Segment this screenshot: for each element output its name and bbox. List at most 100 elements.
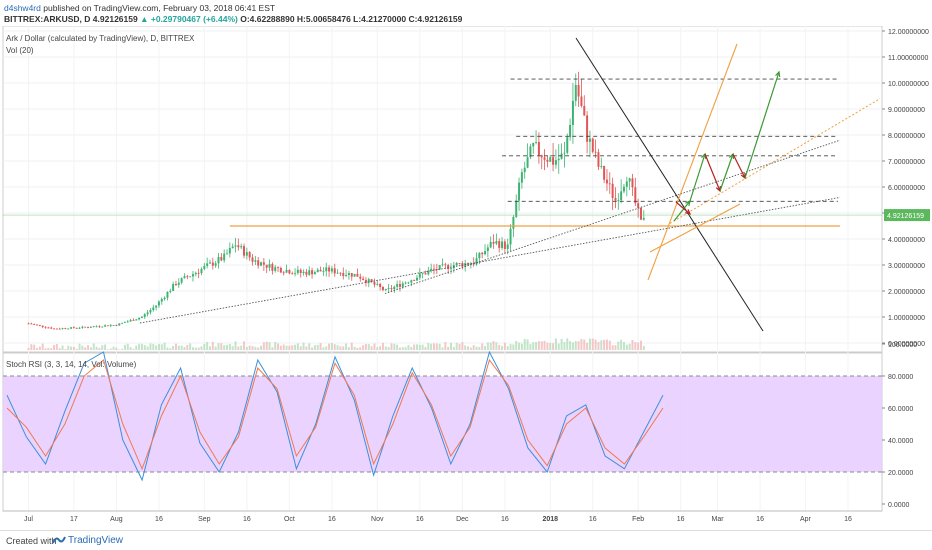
price-chart[interactable]: 12.00000000 11.00000000 10.00000000 9.00000…	[0, 26, 932, 530]
volume-bar	[376, 347, 379, 350]
volume-bar	[248, 345, 251, 350]
volume-bar	[583, 339, 586, 350]
volume-bar	[288, 345, 291, 350]
tradingview-link[interactable]: TradingView	[68, 535, 124, 546]
candle-body	[537, 142, 540, 156]
candle-body	[251, 257, 254, 262]
arrow-up-4	[744, 71, 780, 179]
volume-bar	[223, 345, 226, 350]
volume-bar	[350, 342, 353, 350]
candle-body	[50, 327, 53, 329]
candle-body	[611, 183, 614, 198]
candle-body	[172, 284, 175, 291]
candle-body	[631, 178, 634, 188]
volume-bar	[214, 346, 217, 350]
candle-body	[279, 268, 282, 273]
candle-body	[294, 272, 297, 274]
candle-body	[129, 320, 132, 322]
time-tick-label: Feb	[632, 516, 644, 523]
candle-body	[637, 203, 640, 208]
time-tick-label: Aug	[110, 516, 123, 523]
volume-bar	[115, 347, 118, 350]
candle-body	[277, 267, 280, 269]
volume-bar	[333, 344, 336, 350]
volume-bar	[642, 345, 645, 350]
arrow-up-1	[673, 200, 691, 222]
volume-bar	[174, 343, 177, 350]
volume-bar	[401, 347, 404, 350]
candle-body	[104, 325, 107, 327]
candle-body	[101, 326, 104, 328]
candle-body	[257, 260, 260, 266]
volume-bar	[452, 347, 455, 350]
volume-bar	[109, 348, 112, 350]
candle-body	[197, 272, 200, 274]
candle-body	[546, 159, 549, 162]
candle-body	[118, 323, 121, 326]
candle-body	[220, 257, 223, 261]
candle-body	[177, 282, 180, 285]
volume-bar	[557, 343, 560, 350]
volume-bar	[251, 346, 254, 350]
volume-bar	[597, 342, 600, 350]
volume-bar	[373, 343, 376, 350]
volume-bar	[38, 346, 41, 350]
volume-bar	[495, 342, 498, 350]
candle-body	[526, 157, 529, 168]
candle-body	[532, 142, 535, 147]
time-tick-label: 16	[155, 516, 163, 523]
candle-body	[503, 241, 506, 249]
candle-body	[486, 247, 489, 252]
candle-body	[296, 269, 299, 273]
candle-body	[478, 252, 481, 259]
volume-bar	[546, 342, 549, 350]
price-tick-label: 10.00000000	[888, 81, 929, 88]
arrow-up-2	[689, 153, 706, 202]
candle-body	[214, 263, 217, 266]
price-tick-label: 2.00000000	[888, 289, 925, 296]
volume-bar	[163, 342, 166, 350]
volume-bar	[47, 347, 50, 350]
volume-bar	[226, 344, 228, 350]
volume-bar	[486, 342, 489, 350]
volume-bar	[243, 341, 246, 350]
candle-body	[282, 272, 285, 274]
candle-body	[174, 284, 177, 285]
candle-body	[157, 301, 160, 306]
author-link[interactable]: d4shw4rd	[4, 3, 41, 13]
candle-body	[328, 267, 331, 272]
candle-body	[605, 179, 608, 184]
time-tick-label: Sep	[198, 516, 211, 523]
volume-bar	[33, 344, 36, 350]
candle-body	[126, 321, 129, 323]
stoch-k-line	[6, 350, 664, 482]
volume-bar	[55, 343, 58, 350]
candle-body	[413, 280, 416, 282]
volume-bar	[620, 339, 623, 350]
candle-body	[132, 320, 135, 321]
volume-bar	[563, 342, 566, 350]
volume-bar	[282, 344, 285, 350]
rsi-tick-label: 0.0000	[888, 502, 910, 509]
volume-bar	[362, 345, 365, 350]
volume-bar	[444, 342, 447, 350]
candle-body	[591, 138, 594, 152]
volume-bar	[61, 345, 64, 350]
volume-bar	[257, 347, 260, 350]
candle-body	[58, 328, 61, 330]
volume-bar	[305, 346, 308, 350]
candle-body	[620, 191, 623, 201]
volume-bar	[328, 343, 331, 350]
volume-bar	[367, 344, 370, 350]
volume-bar	[279, 345, 282, 350]
rsi-tick-label: 60.0000	[888, 406, 913, 413]
candle-body	[540, 155, 543, 158]
candle-body	[217, 257, 220, 264]
volume-bar	[143, 345, 146, 350]
volume-bar	[461, 342, 464, 350]
candle-body	[433, 268, 435, 270]
rsi-tick-label: 80.0000	[888, 374, 913, 381]
volume-bar	[537, 341, 540, 350]
candle-body	[92, 326, 95, 328]
volume-bar	[245, 346, 248, 350]
